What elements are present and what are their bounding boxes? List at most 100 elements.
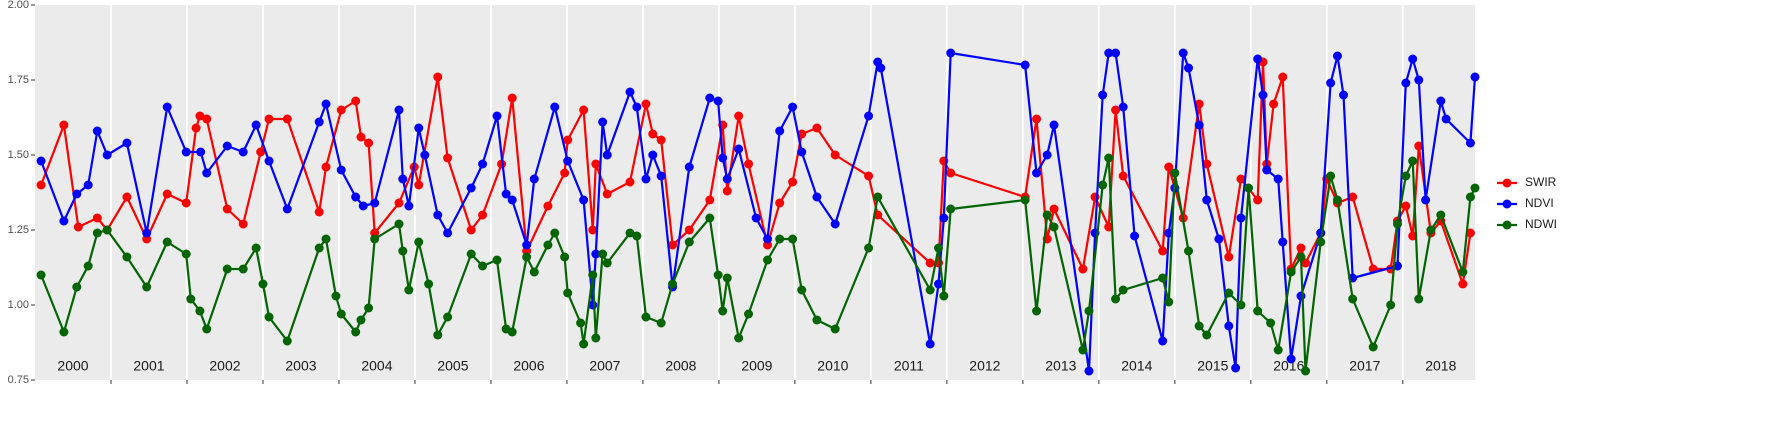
y-tick-label: 1.00 bbox=[8, 299, 29, 311]
point bbox=[1032, 114, 1042, 124]
point bbox=[946, 168, 956, 178]
point bbox=[122, 138, 132, 148]
point bbox=[102, 225, 112, 235]
point bbox=[705, 213, 715, 223]
point bbox=[142, 228, 152, 238]
point bbox=[336, 105, 346, 115]
point bbox=[1078, 264, 1088, 274]
point bbox=[181, 198, 191, 208]
point bbox=[598, 249, 608, 259]
point bbox=[522, 240, 532, 250]
point bbox=[1236, 174, 1246, 184]
point bbox=[579, 339, 589, 349]
point bbox=[1049, 120, 1059, 130]
point bbox=[1296, 252, 1306, 262]
point bbox=[1401, 201, 1411, 211]
point bbox=[351, 96, 361, 106]
point bbox=[122, 192, 132, 202]
point bbox=[264, 312, 274, 322]
point bbox=[424, 279, 434, 289]
point bbox=[443, 153, 453, 163]
point bbox=[1042, 150, 1052, 160]
point bbox=[72, 282, 82, 292]
point bbox=[1278, 72, 1288, 82]
point bbox=[1401, 78, 1411, 88]
point bbox=[1421, 195, 1431, 205]
point bbox=[507, 327, 517, 337]
year-label: 2009 bbox=[741, 358, 772, 374]
point bbox=[356, 132, 366, 142]
year-label: 2000 bbox=[57, 358, 88, 374]
point bbox=[1158, 336, 1168, 346]
point bbox=[202, 168, 212, 178]
point bbox=[939, 291, 949, 301]
point bbox=[1286, 354, 1296, 364]
point bbox=[433, 330, 443, 340]
point bbox=[1194, 321, 1204, 331]
y-tick-label: 1.50 bbox=[8, 149, 29, 161]
point bbox=[602, 189, 612, 199]
point bbox=[1339, 90, 1349, 100]
point bbox=[641, 312, 651, 322]
point bbox=[1111, 48, 1121, 58]
point bbox=[775, 234, 785, 244]
point bbox=[394, 219, 404, 229]
point bbox=[668, 240, 678, 250]
point bbox=[1436, 210, 1446, 220]
point bbox=[713, 270, 723, 280]
point bbox=[336, 165, 346, 175]
point bbox=[404, 285, 414, 295]
point bbox=[282, 204, 292, 214]
point bbox=[222, 264, 232, 274]
series-line bbox=[40, 60, 1472, 286]
point bbox=[1020, 195, 1030, 205]
point bbox=[59, 120, 69, 130]
point bbox=[713, 96, 723, 106]
point bbox=[351, 327, 361, 337]
point bbox=[1348, 294, 1358, 304]
point bbox=[1458, 267, 1468, 277]
point bbox=[358, 201, 368, 211]
point bbox=[641, 174, 651, 184]
point bbox=[478, 261, 488, 271]
point bbox=[264, 156, 274, 166]
y-tick-label: 2.00 bbox=[8, 0, 29, 11]
point bbox=[364, 138, 374, 148]
year-label: 2010 bbox=[817, 358, 848, 374]
point bbox=[744, 159, 754, 169]
point bbox=[632, 102, 642, 112]
point bbox=[602, 150, 612, 160]
year-label: 2014 bbox=[1121, 358, 1152, 374]
point bbox=[162, 102, 172, 112]
point bbox=[1098, 90, 1108, 100]
point bbox=[331, 291, 341, 301]
point bbox=[775, 126, 785, 136]
point bbox=[321, 162, 331, 172]
point bbox=[1032, 306, 1042, 316]
point bbox=[763, 255, 773, 265]
point bbox=[579, 105, 589, 115]
point bbox=[560, 168, 570, 178]
point bbox=[939, 213, 949, 223]
point bbox=[370, 234, 380, 244]
point bbox=[1296, 291, 1306, 301]
point bbox=[122, 252, 132, 262]
point bbox=[625, 228, 635, 238]
point bbox=[478, 159, 488, 169]
point bbox=[1348, 192, 1358, 202]
point bbox=[404, 201, 414, 211]
point bbox=[202, 324, 212, 334]
point bbox=[36, 156, 46, 166]
point bbox=[1224, 321, 1234, 331]
point bbox=[1231, 363, 1241, 373]
year-label: 2013 bbox=[1045, 358, 1076, 374]
point bbox=[36, 270, 46, 280]
point bbox=[1202, 330, 1212, 340]
point bbox=[734, 144, 744, 154]
point bbox=[102, 150, 112, 160]
point bbox=[625, 177, 635, 187]
point bbox=[1458, 279, 1468, 289]
point bbox=[142, 282, 152, 292]
legend-marker bbox=[1502, 199, 1512, 209]
point bbox=[1401, 171, 1411, 181]
